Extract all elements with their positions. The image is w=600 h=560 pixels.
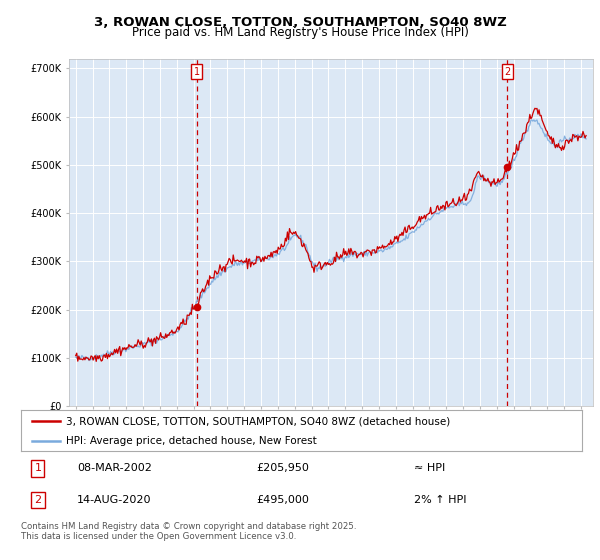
- Text: Contains HM Land Registry data © Crown copyright and database right 2025.
This d: Contains HM Land Registry data © Crown c…: [21, 522, 356, 542]
- Text: HPI: Average price, detached house, New Forest: HPI: Average price, detached house, New …: [66, 436, 317, 446]
- Text: 14-AUG-2020: 14-AUG-2020: [77, 495, 152, 505]
- Text: 2: 2: [34, 495, 41, 505]
- Text: 2% ↑ HPI: 2% ↑ HPI: [414, 495, 466, 505]
- Text: 2: 2: [504, 67, 511, 77]
- Text: 1: 1: [194, 67, 200, 77]
- Text: 08-MAR-2002: 08-MAR-2002: [77, 464, 152, 473]
- Text: 3, ROWAN CLOSE, TOTTON, SOUTHAMPTON, SO40 8WZ: 3, ROWAN CLOSE, TOTTON, SOUTHAMPTON, SO4…: [94, 16, 506, 29]
- Text: ≈ HPI: ≈ HPI: [414, 464, 445, 473]
- Text: Price paid vs. HM Land Registry's House Price Index (HPI): Price paid vs. HM Land Registry's House …: [131, 26, 469, 39]
- Text: 3, ROWAN CLOSE, TOTTON, SOUTHAMPTON, SO40 8WZ (detached house): 3, ROWAN CLOSE, TOTTON, SOUTHAMPTON, SO4…: [66, 417, 450, 426]
- Text: £205,950: £205,950: [257, 464, 310, 473]
- Text: £495,000: £495,000: [257, 495, 310, 505]
- Text: 1: 1: [34, 464, 41, 473]
